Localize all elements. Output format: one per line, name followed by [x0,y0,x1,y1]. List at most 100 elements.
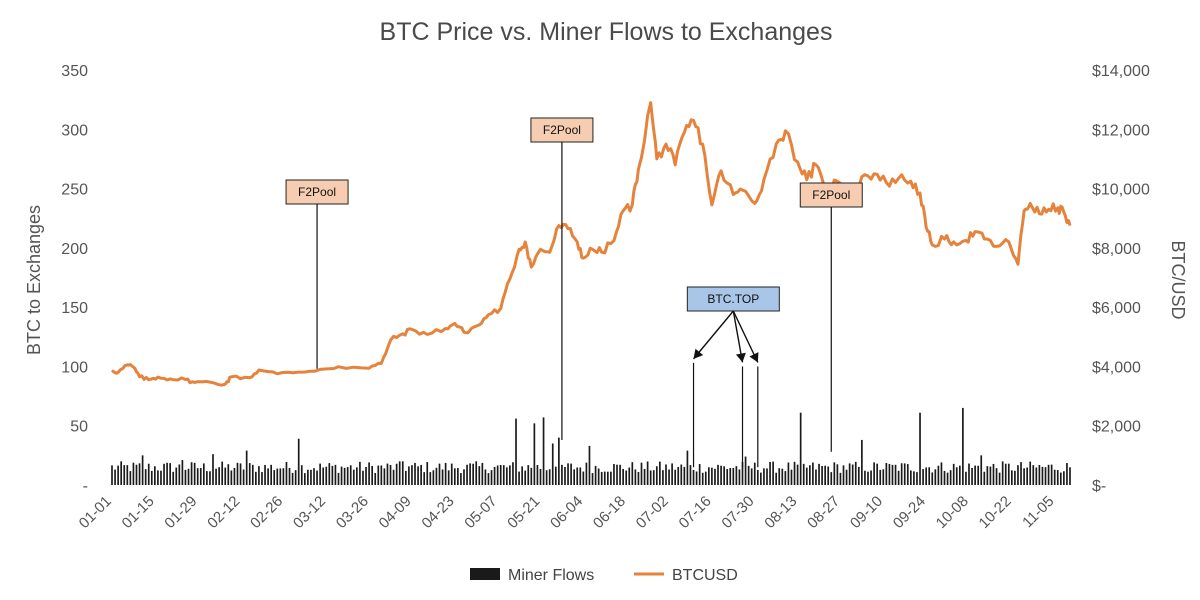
miner-flow-bar [337,472,340,485]
miner-flow-bar [683,466,686,485]
miner-flow-bar [925,467,927,485]
miner-flow-bar [169,463,171,485]
miner-flow-bar [521,466,523,485]
miner-flow-bar [594,465,597,485]
miner-flow-bar [1047,464,1050,485]
miner-flow-bar [766,468,768,485]
left-axis-title: BTC to Exchanges [24,205,44,355]
miner-flow-bar [821,466,823,485]
miner-flow-bar [573,469,576,485]
miner-flow-bar [245,450,248,485]
miner-flow-bar [276,468,279,485]
miner-flow-bar [778,468,781,485]
miner-flow-bar [475,461,478,485]
miner-flow-bar [166,462,168,485]
x-tick-label: 09-10 [847,493,886,532]
miner-flow-bar [815,469,817,485]
x-tick-label: 02-26 [247,493,286,532]
miner-flow-bar [423,472,426,485]
x-tick-label: 07-16 [676,493,715,532]
miner-flow-bar [613,464,615,485]
miner-flow-bar [910,470,912,485]
miner-flow-bar [763,468,765,485]
y-right-tick-label: $- [1092,478,1106,495]
miner-flow-bar [450,463,453,485]
miner-flow-bar [677,466,680,485]
miner-flow-bar [487,473,490,485]
miner-flow-bar [175,467,178,485]
miner-flow-bar [1038,465,1041,485]
y-left-tick-label: 150 [61,300,88,317]
miner-flow-bar [334,464,337,485]
miner-flow-bar [876,463,879,485]
miner-flow-bar [579,467,582,485]
miner-flow-bar [383,468,386,485]
miner-flow-bar [659,461,661,485]
miner-flow-bar [833,462,836,485]
miner-flow-bar [505,467,508,485]
miner-flow-bar [606,471,609,485]
miner-flow-bar [1011,470,1013,485]
miner-flow-bar [408,466,410,485]
y-left-tick-label: 250 [61,182,88,199]
miner-flow-bar [582,471,585,485]
y-right-tick-label: $2,000 [1092,419,1141,436]
y-left-tick-label: 200 [61,241,88,258]
annotation-label-f2pool: F2Pool [543,123,581,137]
miner-flow-bar [539,468,542,485]
miner-flow-bar [227,464,230,485]
miner-flow-bar [515,418,517,485]
miner-flow-bar [882,469,885,485]
miner-flow-bar [509,465,511,485]
miner-flow-bar [484,469,487,485]
miner-flow-bar [447,470,450,485]
miner-flow-bar [1029,461,1032,485]
miner-flow-bar [184,469,187,485]
miner-flow-bar [389,465,392,485]
miner-flow-bar [178,464,181,485]
miner-flow-bar [686,450,689,485]
miner-flow-bar [781,468,784,485]
y-right-tick-label: $14,000 [1092,63,1150,80]
miner-flow-bar [704,471,707,485]
miner-flow-bar [380,465,383,485]
miner-flow-bar [248,463,251,485]
miner-flow-bar [303,473,306,485]
miner-flow-bar [980,455,983,485]
miner-flow-bar [952,463,955,485]
miner-flow-bar [307,469,309,485]
miner-flow-bar [356,467,358,485]
miner-flow-bar [916,472,918,485]
miner-flow-bar [561,464,563,485]
miner-flow-bar [374,472,377,485]
miner-flow-bar [414,462,416,485]
miner-flow-bar [940,462,943,485]
miner-flow-bar [576,467,579,485]
miner-flow-bar [362,470,364,485]
miner-flow-bar [359,461,361,485]
miner-flow-bar [949,470,952,485]
miner-flow-bar [747,465,750,485]
miner-flow-bar [928,467,931,485]
miner-flow-bar [209,471,211,485]
miner-flow-bar [610,471,612,485]
annotation-arrowhead [749,352,759,363]
miner-flow-bar [830,472,833,485]
miner-flow-bar [530,467,533,485]
x-tick-label: 09-24 [890,493,929,532]
miner-flow-bar [221,461,224,485]
miner-flow-bar [867,471,869,485]
miner-flow-bar [756,469,759,485]
annotation-box-f2pool [799,182,863,208]
annotation-arrow-line [692,310,734,360]
miner-flow-bar [117,465,119,485]
miner-flow-bar [239,463,242,485]
miner-flow-bar [160,470,162,485]
miner-flow-bar [420,464,422,485]
miner-flow-bar [395,463,398,485]
miner-flow-bar [729,467,732,485]
miner-flow-bar [126,465,129,485]
miner-flow-bar [114,469,116,485]
miner-flow-bar [643,468,646,485]
